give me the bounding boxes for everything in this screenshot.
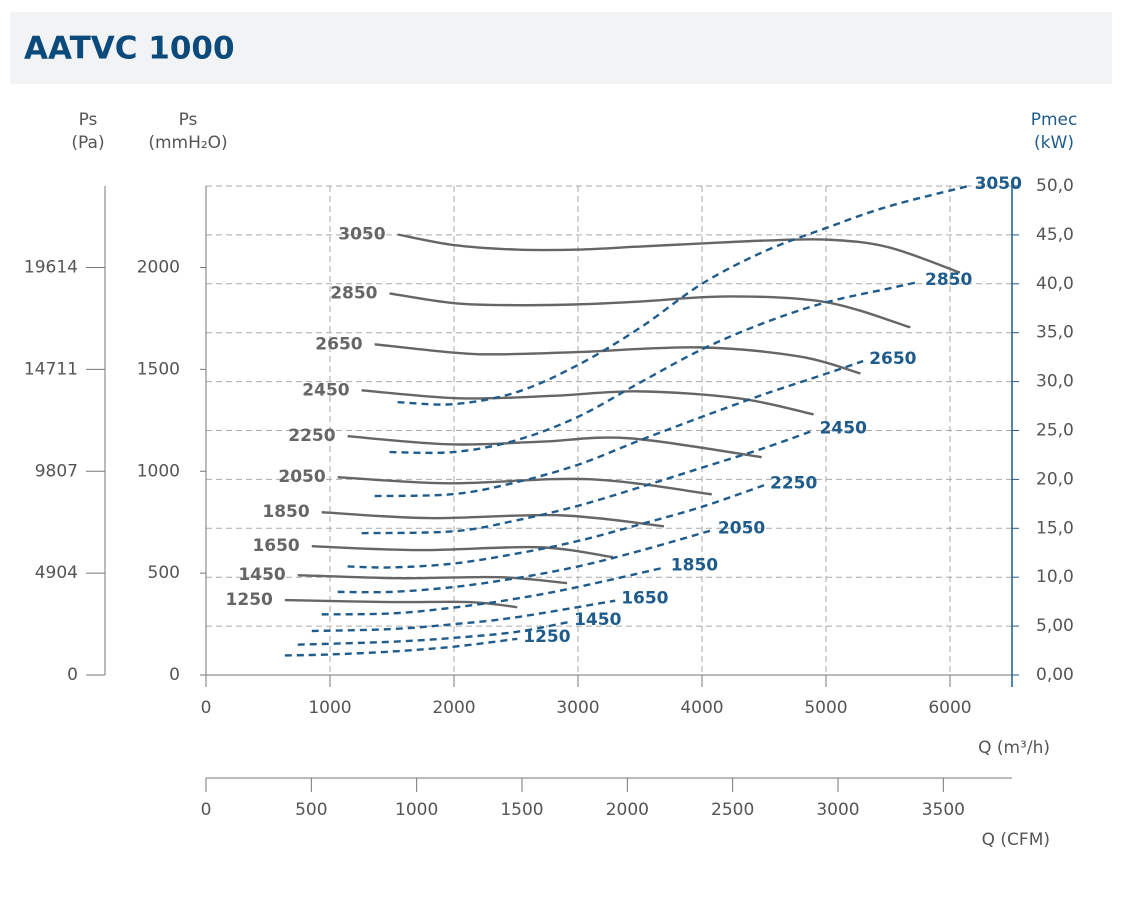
x-tick-label: 6000 (928, 698, 971, 718)
y-tick-label: 2000 (137, 258, 180, 278)
y2-tick-label: 50,0 (1036, 176, 1074, 196)
y2-tick-label: 15,0 (1036, 518, 1074, 538)
curve (389, 292, 911, 329)
pa-axis-unit: (Pa) (71, 133, 104, 153)
y2-axis-label: Pmec (1031, 110, 1078, 130)
pa-tick-label: 14711 (24, 359, 78, 379)
pa-axis-label: Ps (79, 110, 98, 130)
x-tick-label: 5000 (804, 698, 847, 718)
cfm-tick-label: 2000 (606, 800, 649, 820)
x-tick-label: 0 (201, 698, 212, 718)
y-tick-label: 1500 (137, 359, 180, 379)
pa-tick-label: 4904 (35, 563, 78, 583)
cfm-axis-label: Q (CFM) (982, 830, 1050, 850)
x-axis-label: Q (m³/h) (978, 738, 1050, 758)
y-tick-label: 0 (169, 665, 180, 685)
y2-tick-label: 10,0 (1036, 567, 1074, 587)
curve-label: 2250 (770, 473, 817, 493)
curve-label: 2250 (288, 426, 335, 446)
y2-tick-label: 30,0 (1036, 372, 1074, 392)
y-axis-label: Ps (179, 110, 198, 130)
y2-tick-label: 35,0 (1036, 323, 1074, 343)
curve-label: 1450 (238, 565, 285, 585)
y-tick-label: 1000 (137, 461, 180, 481)
curve-label: 2050 (278, 467, 325, 487)
x-tick-label: 2000 (432, 698, 475, 718)
pa-tick-label: 9807 (35, 461, 78, 481)
curve (297, 573, 568, 585)
curve-label: 1250 (226, 590, 273, 610)
curve (397, 184, 969, 406)
curve (374, 359, 864, 498)
y2-tick-label: 45,0 (1036, 225, 1074, 245)
curve-label: 2450 (820, 419, 867, 439)
cfm-tick-label: 2500 (711, 800, 754, 820)
title-bar (10, 12, 1112, 84)
curve-label: 2450 (302, 380, 349, 400)
cfm-tick-label: 500 (295, 800, 327, 820)
cfm-tick-label: 0 (201, 800, 212, 820)
curve-label: 2850 (330, 283, 377, 303)
chart-title: AATVC 1000 (24, 31, 235, 67)
curve-label: 1250 (523, 627, 570, 647)
y2-tick-label: 0,00 (1036, 665, 1074, 685)
curve (347, 484, 765, 569)
curve (311, 545, 614, 559)
y2-axis-unit: (kW) (1034, 133, 1074, 153)
curve-label: 2850 (925, 270, 972, 290)
y-tick-label: 500 (148, 563, 180, 583)
curve (337, 529, 713, 594)
curve-label: 3050 (975, 174, 1022, 194)
y-axis-unit: (mmH₂O) (148, 133, 227, 153)
cfm-tick-label: 3000 (816, 800, 859, 820)
y2-tick-label: 5,00 (1036, 616, 1074, 636)
curve (389, 280, 920, 455)
x-tick-label: 1000 (308, 698, 351, 718)
curve (284, 598, 518, 609)
curve-label: 2650 (315, 334, 362, 354)
curve (297, 621, 569, 646)
curve-label: 1450 (574, 610, 621, 630)
curve (361, 389, 814, 416)
y2-tick-label: 40,0 (1036, 274, 1074, 294)
x-tick-label: 4000 (680, 698, 723, 718)
curve (397, 233, 961, 274)
cfm-tick-label: 3500 (922, 800, 965, 820)
cfm-tick-label: 1500 (500, 800, 543, 820)
curve-label: 1850 (262, 502, 309, 522)
y2-tick-label: 20,0 (1036, 469, 1074, 489)
x-tick-label: 3000 (556, 698, 599, 718)
curve (321, 566, 666, 616)
cfm-tick-label: 1000 (395, 800, 438, 820)
pa-tick-label: 19614 (24, 258, 78, 278)
y2-tick-label: 25,0 (1036, 421, 1074, 441)
curve (347, 435, 762, 459)
curve-label: 2650 (869, 349, 916, 369)
pa-tick-label: 0 (67, 665, 78, 685)
curve-label: 2050 (718, 518, 765, 538)
curve (321, 511, 665, 528)
curve-label: 1650 (621, 589, 668, 609)
curve (284, 637, 518, 657)
curve (374, 343, 861, 375)
curve-label: 1850 (671, 555, 718, 575)
curve-label: 1650 (252, 536, 299, 556)
curve-label: 3050 (338, 224, 385, 244)
curve (337, 475, 712, 496)
